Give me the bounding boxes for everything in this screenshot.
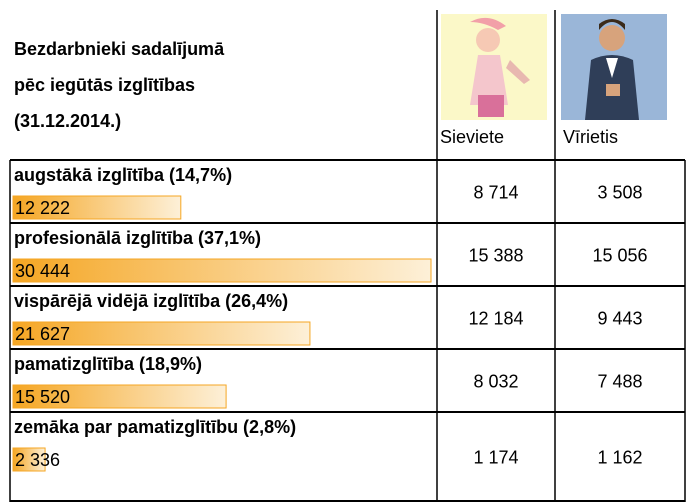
male-value: 7 488	[597, 371, 642, 391]
woman-icon	[441, 14, 547, 120]
row-label: pamatizglītība (18,9%)	[14, 354, 202, 374]
total-value: 30 444	[15, 261, 70, 281]
total-value: 21 627	[15, 324, 70, 344]
male-value: 9 443	[597, 308, 642, 328]
title-line: Bezdarbnieki sadalījumā	[14, 39, 225, 59]
female-value: 8 714	[473, 182, 518, 202]
row-label: vispārējā vidējā izglītība (26,4%)	[14, 291, 288, 311]
male-value: 1 162	[597, 447, 642, 467]
male-value: 15 056	[592, 245, 647, 265]
page: {"header": {"title_lines": ["Bezdarbniek…	[0, 0, 697, 502]
column-header: Vīrietis	[563, 127, 618, 147]
row-label: zemāka par pamatizglītību (2,8%)	[14, 417, 296, 437]
total-value: 2 336	[15, 450, 60, 470]
column-header: Sieviete	[440, 127, 504, 147]
total-value: 12 222	[15, 198, 70, 218]
total-value: 15 520	[15, 387, 70, 407]
female-value: 1 174	[473, 447, 518, 467]
total-bar	[13, 259, 431, 282]
row-label: augstākā izglītība (14,7%)	[14, 165, 232, 185]
male-value: 3 508	[597, 182, 642, 202]
man-icon	[561, 14, 667, 120]
title-line: pēc iegūtās izglītības	[14, 75, 195, 95]
row-label: profesionālā izglītība (37,1%)	[14, 228, 261, 248]
female-value: 15 388	[468, 245, 523, 265]
title-line: (31.12.2014.)	[14, 111, 121, 131]
table-graphic: Bezdarbnieki sadalījumā pēc iegūtās izgl…	[0, 0, 697, 502]
female-value: 8 032	[473, 371, 518, 391]
female-value: 12 184	[468, 308, 523, 328]
